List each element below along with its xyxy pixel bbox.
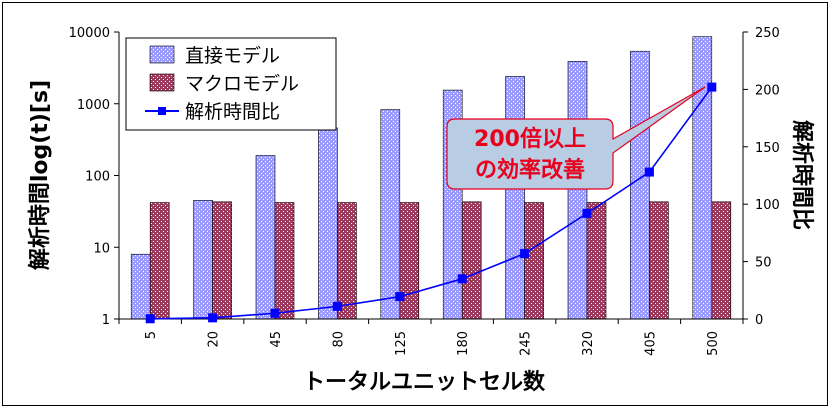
right-tick-label-200: 200: [755, 83, 780, 98]
series-line-ratio: [145, 82, 717, 324]
left-tick-label-10: 10: [93, 241, 110, 256]
bar-direct-500: [692, 36, 713, 320]
x-tick-label-5: 5: [144, 331, 159, 339]
x-axis-title: トータルユニットセル数: [303, 369, 546, 395]
legend-label-ratio: 解析時間比: [185, 101, 280, 123]
right-tick-label-0: 0: [755, 313, 763, 328]
ratio-point-245: [520, 249, 530, 259]
bar-macro-245: [524, 202, 544, 320]
legend-label-macro: マクロモデル: [185, 73, 299, 95]
x-tick-label-20: 20: [207, 331, 222, 348]
annotation-line-2: の効率改善: [475, 157, 585, 183]
bar-macro-125: [399, 202, 420, 320]
bar-direct-80: [318, 127, 338, 320]
right-axis-ticks: 0 50 100 150 200 250: [743, 26, 780, 328]
ratio-point-180: [457, 274, 467, 284]
bar-macro-80: [337, 202, 357, 320]
ratio-point-320: [582, 208, 592, 218]
x-axis-ticks: 5 20 45 80 125 180 245 320 405 500: [118, 319, 744, 356]
ratio-point-45: [270, 308, 280, 318]
ratio-point-20: [208, 313, 218, 323]
annotation-bubble: [446, 86, 706, 190]
ratio-line-path: [150, 86, 713, 320]
bar-macro-320: [586, 202, 607, 320]
x-tick-label-125: 125: [394, 331, 409, 356]
bar-macro-20: [212, 201, 232, 320]
bar-direct-405: [630, 50, 650, 320]
bar-direct-245: [505, 76, 525, 320]
bar-macro-405: [649, 201, 669, 320]
right-tick-label-250: 250: [755, 26, 780, 41]
x-tick-label-45: 45: [269, 331, 284, 348]
left-tick-label-1: 1: [102, 313, 110, 328]
ratio-point-5: [145, 314, 155, 324]
x-tick-label-245: 245: [519, 331, 534, 356]
chart: 1 10 100 1000 10000 0 50 100 150 200 250 5 20 45 80 1…: [27, 26, 815, 395]
ratio-point-80: [332, 301, 342, 311]
bar-macro-500: [711, 201, 732, 320]
right-tick-label-150: 150: [755, 141, 780, 156]
left-tick-label-100: 100: [85, 170, 110, 185]
left-tick-label-1000: 1000: [77, 98, 110, 113]
x-tick-label-405: 405: [643, 331, 658, 356]
legend: 直接モデル マクロモデル 解析時間比: [125, 37, 337, 131]
bar-macro-45: [274, 202, 295, 320]
bar-direct-5: [130, 253, 151, 320]
x-tick-label-80: 80: [331, 331, 346, 348]
chart-frame: 1 10 100 1000 10000 0 50 100 150 200 250 5 20 45 80 1…: [2, 2, 828, 406]
left-axis-ticks: 1 10 100 1000 10000: [69, 26, 119, 328]
legend-swatch-macro: [149, 73, 175, 92]
y-axis-title: 解析時間log(t)[s]: [27, 80, 53, 270]
ratio-point-500: [707, 82, 717, 92]
left-tick-label-10000: 10000: [69, 26, 110, 41]
bar-direct-20: [193, 200, 213, 320]
legend-swatch-direct: [149, 45, 175, 64]
bar-direct-45: [255, 155, 276, 320]
annotation-line-1: 200倍以上: [474, 126, 586, 152]
x-tick-label-320: 320: [581, 331, 596, 356]
bar-direct-125: [380, 109, 401, 320]
right-tick-label-50: 50: [755, 256, 772, 271]
ratio-point-125: [395, 292, 405, 302]
legend-label-direct: 直接モデル: [185, 45, 280, 67]
ratio-point-405: [644, 167, 654, 177]
bar-macro-180: [461, 201, 482, 320]
x-tick-label-180: 180: [456, 331, 471, 356]
annotation-callout: 200倍以上 の効率改善: [446, 86, 706, 190]
right-tick-label-100: 100: [755, 198, 780, 213]
y2-axis-title: 解析時間比: [789, 120, 815, 230]
x-tick-label-500: 500: [706, 331, 721, 356]
legend-marker-ratio: [158, 107, 166, 115]
bar-direct-320: [567, 61, 588, 320]
bar-macro-5: [149, 202, 170, 320]
